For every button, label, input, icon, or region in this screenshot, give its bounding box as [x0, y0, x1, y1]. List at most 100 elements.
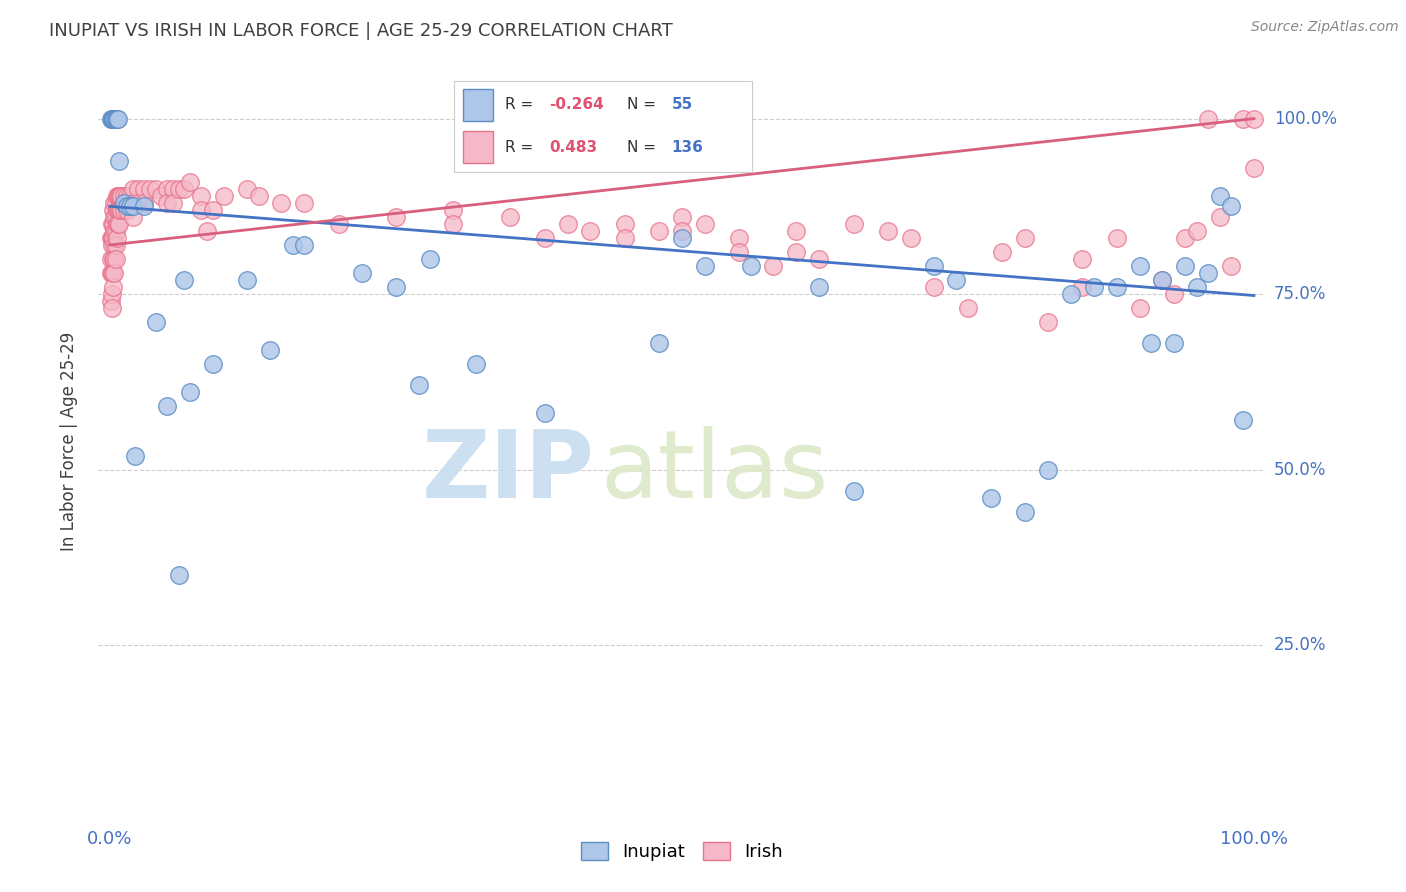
Point: [1105, 231, 1128, 245]
Point: [103, 210, 125, 224]
Point: [179, 175, 201, 189]
Point: [1220, 259, 1243, 273]
Point: [127, 182, 149, 196]
Point: [145, 315, 167, 329]
Point: [101, 301, 124, 315]
Point: [785, 224, 807, 238]
Point: [1036, 315, 1059, 329]
Point: [945, 273, 967, 287]
Point: [127, 195, 149, 210]
Point: [103, 112, 125, 126]
Text: Source: ZipAtlas.com: Source: ZipAtlas.com: [1251, 20, 1399, 34]
Point: [499, 210, 522, 224]
Point: [105, 202, 128, 217]
Point: [100, 112, 122, 126]
Point: [139, 182, 162, 196]
Point: [103, 112, 125, 126]
Point: [1140, 336, 1163, 351]
Point: [134, 195, 156, 210]
Legend: Inupiat, Irish: Inupiat, Irish: [574, 835, 790, 869]
Point: [100, 252, 122, 266]
Point: [533, 231, 555, 245]
Point: [900, 231, 922, 245]
Point: [557, 217, 579, 231]
Point: [1208, 210, 1230, 224]
Point: [693, 259, 716, 273]
Point: [124, 449, 146, 463]
Point: [956, 301, 979, 315]
Point: [108, 153, 131, 168]
Point: [842, 217, 865, 231]
Point: [105, 231, 128, 245]
Point: [173, 182, 195, 196]
Point: [259, 343, 281, 358]
Point: [201, 202, 224, 217]
Point: [190, 202, 212, 217]
Point: [103, 238, 125, 252]
Point: [105, 112, 128, 126]
Point: [104, 195, 127, 210]
Point: [105, 189, 128, 203]
Point: [108, 189, 131, 203]
Text: 100.0%: 100.0%: [1274, 110, 1337, 128]
Point: [156, 195, 179, 210]
Point: [112, 202, 135, 217]
Point: [1185, 280, 1208, 294]
Point: [115, 189, 138, 203]
Point: [179, 385, 201, 400]
Point: [1232, 112, 1254, 126]
Point: [110, 202, 132, 217]
Point: [110, 189, 132, 203]
Point: [108, 202, 131, 217]
Point: [419, 252, 441, 266]
Point: [103, 266, 125, 280]
Point: [103, 231, 125, 245]
Point: [134, 199, 156, 213]
Point: [441, 202, 464, 217]
Text: INUPIAT VS IRISH IN LABOR FORCE | AGE 25-29 CORRELATION CHART: INUPIAT VS IRISH IN LABOR FORCE | AGE 25…: [49, 22, 673, 40]
Point: [107, 217, 129, 231]
Point: [980, 491, 1002, 505]
Point: [579, 224, 602, 238]
Point: [103, 112, 125, 126]
Point: [195, 224, 218, 238]
Point: [100, 231, 122, 245]
Point: [103, 252, 125, 266]
Text: 75.0%: 75.0%: [1274, 285, 1326, 303]
Point: [134, 182, 156, 196]
Point: [121, 195, 143, 210]
Point: [100, 266, 122, 280]
Point: [108, 217, 131, 231]
Point: [101, 266, 124, 280]
Point: [103, 224, 125, 238]
Point: [156, 182, 179, 196]
Point: [104, 112, 127, 126]
Point: [201, 357, 224, 371]
Point: [115, 199, 138, 213]
Point: [150, 189, 173, 203]
Y-axis label: In Labor Force | Age 25-29: In Labor Force | Age 25-29: [59, 332, 77, 551]
Point: [740, 259, 762, 273]
Point: [728, 244, 751, 259]
Point: [112, 189, 135, 203]
Point: [671, 231, 693, 245]
Point: [1071, 280, 1094, 294]
Point: [108, 202, 131, 217]
Point: [648, 336, 671, 351]
Point: [121, 210, 143, 224]
Point: [1174, 259, 1197, 273]
Point: [991, 244, 1014, 259]
Point: [1174, 231, 1197, 245]
Point: [101, 287, 124, 301]
Point: [236, 273, 259, 287]
Point: [103, 280, 125, 294]
Point: [533, 407, 555, 421]
Point: [236, 182, 259, 196]
Point: [922, 259, 945, 273]
Point: [101, 238, 124, 252]
Point: [785, 244, 807, 259]
Point: [115, 202, 138, 217]
Point: [671, 224, 693, 238]
Point: [762, 259, 785, 273]
Point: [104, 224, 127, 238]
